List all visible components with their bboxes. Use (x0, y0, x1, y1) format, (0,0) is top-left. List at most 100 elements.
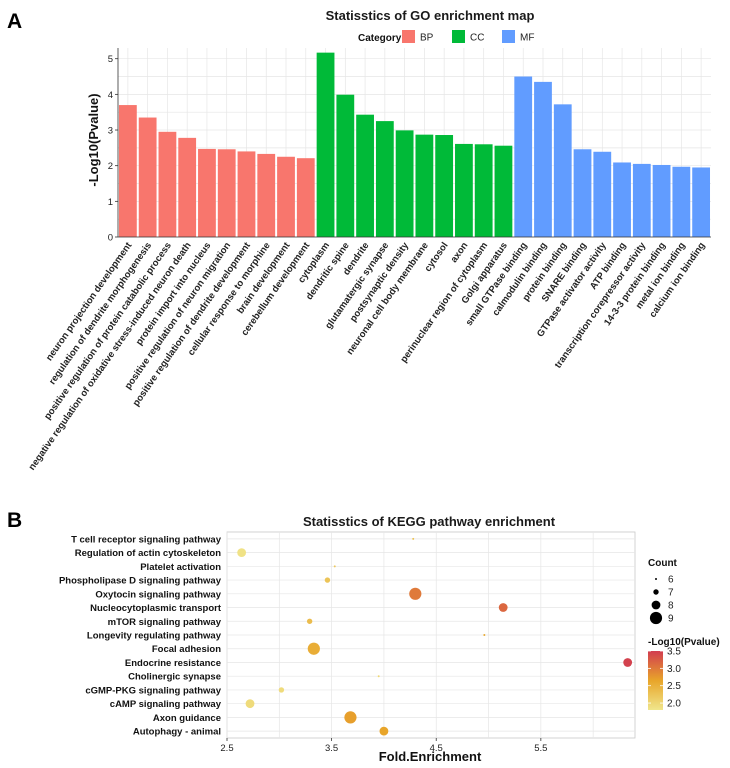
go-legend: Category BP CC MF (358, 30, 534, 44)
go-bar (553, 104, 572, 237)
go-y-tick-label: 5 (108, 54, 113, 65)
go-chart-title: Statisstics of GO enrichment map (326, 8, 535, 23)
go-bar (632, 163, 651, 237)
kegg-point (237, 548, 247, 557)
pvalue-legend-label: 2.5 (667, 681, 681, 692)
go-bar (455, 143, 473, 237)
kegg-point (412, 537, 415, 540)
go-legend-label: MF (520, 33, 534, 44)
kegg-point (483, 634, 486, 636)
pvalue-legend-label: 2.0 (667, 699, 681, 710)
go-legend-label: BP (420, 33, 434, 44)
go-bar (356, 114, 374, 237)
count-legend-label: 8 (668, 601, 674, 612)
go-bar (138, 117, 157, 237)
count-legend-dot (653, 589, 659, 595)
kegg-point (306, 618, 313, 624)
kegg-y-tick-label: Nucleocytoplasmic transport (90, 603, 222, 614)
go-y-tick-label: 0 (108, 233, 113, 244)
go-bar (296, 158, 315, 237)
kegg-chart-title: Statisstics of KEGG pathway enrichment (303, 514, 556, 529)
kegg-point (333, 565, 336, 568)
count-legend-dot (655, 578, 657, 580)
go-y-tick-label: 2 (108, 161, 113, 172)
go-bar (652, 164, 671, 237)
kegg-point (623, 658, 633, 667)
go-bar (514, 76, 533, 237)
go-bar (158, 131, 177, 237)
kegg-y-tick-label: Cholinergic synapse (128, 672, 221, 683)
kegg-y-tick-label: Endocrine resistance (125, 658, 221, 669)
go-plot-area: neuron projection developmentregulation … (27, 48, 711, 472)
go-legend-swatch (452, 30, 465, 43)
go-bar (237, 151, 256, 237)
pvalue-legend-label: 3.5 (667, 647, 681, 658)
go-bar (573, 149, 592, 237)
count-legend-label: 6 (668, 575, 674, 586)
go-bar (198, 148, 216, 237)
go-bar (316, 52, 335, 237)
go-legend-swatch (402, 30, 415, 43)
kegg-y-tick-label: T cell receptor signaling pathway (71, 534, 222, 545)
kegg-point (307, 642, 320, 655)
pvalue-legend-title: -Log10(Pvalue) (648, 637, 720, 648)
kegg-legend: Count -Log10(Pvalue) 6 7 8 9 3.5 3.0 2.5 2.0 (648, 558, 720, 710)
kegg-y-tick-label: Platelet activation (140, 562, 221, 573)
go-legend-swatch (502, 30, 515, 43)
go-y-axis-title: -Log10(Pvalue) (86, 93, 101, 186)
go-bar (277, 156, 295, 237)
kegg-point (344, 711, 357, 724)
kegg-y-tick-label: Autophagy - animal (133, 727, 221, 738)
go-bar (474, 144, 493, 237)
kegg-y-tick-label: Focal adhesion (152, 644, 221, 655)
kegg-y-tick-label: Phospholipase D signaling pathway (59, 576, 222, 587)
go-bar (118, 105, 137, 237)
kegg-y-tick-label: cAMP signaling pathway (110, 699, 222, 710)
kegg-point (278, 687, 285, 693)
pvalue-legend-colorbar (648, 651, 663, 710)
kegg-x-tick-label: 4.5 (430, 743, 443, 754)
go-bar (672, 166, 691, 237)
panel-b-label: B (7, 509, 22, 532)
kegg-y-tick-label: Axon guidance (153, 713, 221, 724)
kegg-y-tick-label: Longevity regulating pathway (87, 631, 222, 642)
count-legend-title: Count (648, 558, 678, 569)
go-bar (534, 81, 552, 238)
go-bar (336, 94, 355, 238)
go-bar (692, 167, 711, 237)
go-bar (257, 153, 276, 237)
kegg-y-tick-label: mTOR signaling pathway (108, 617, 222, 628)
kegg-point (324, 577, 331, 583)
go-bar (494, 145, 513, 237)
go-y-tick-label: 1 (108, 197, 113, 208)
kegg-point (498, 603, 508, 612)
kegg-point (377, 675, 380, 678)
kegg-plot-area: T cell receptor signaling pathway Regulat… (59, 531, 636, 754)
count-legend-dot (651, 600, 661, 610)
go-bar (593, 151, 612, 237)
go-y-tick-label: 4 (108, 90, 113, 101)
go-legend-title: Category (358, 33, 402, 44)
go-bar (217, 149, 236, 237)
panel-a-label: A (7, 10, 22, 33)
go-bar (395, 130, 414, 237)
kegg-point (379, 726, 389, 736)
go-bar (435, 135, 454, 237)
kegg-point (409, 587, 422, 600)
go-bar (178, 137, 197, 237)
go-legend-label: CC (470, 33, 484, 44)
go-bar (415, 134, 434, 237)
count-legend-label: 7 (668, 588, 674, 599)
kegg-y-tick-label: Regulation of actin cytoskeleton (75, 548, 221, 559)
kegg-x-axis-title: Fold.Enrichment (379, 749, 482, 764)
go-bar (613, 162, 631, 237)
count-legend-label: 9 (668, 614, 674, 625)
go-bar (375, 121, 394, 237)
count-legend-dot (649, 611, 663, 625)
kegg-x-tick-label: 3.5 (325, 743, 338, 754)
kegg-y-tick-label: Oxytocin signaling pathway (95, 589, 221, 600)
kegg-y-tick-label: cGMP-PKG signaling pathway (85, 685, 221, 696)
go-y-tick-label: 3 (108, 126, 113, 137)
kegg-x-tick-label: 5.5 (534, 743, 547, 754)
